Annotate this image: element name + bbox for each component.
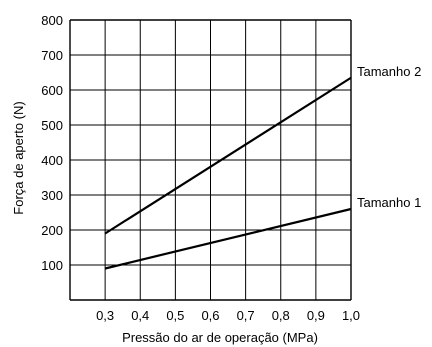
y-tick-label: 300 (41, 188, 63, 203)
y-tick-label: 800 (41, 13, 63, 28)
x-tick-labels: 0,3 0,4 0,5 0,6 0,7 0,8 0,9 1,0 (96, 308, 360, 323)
x-tick-label: 0,4 (131, 308, 149, 323)
x-tick-label: 0,5 (166, 308, 184, 323)
x-tick-label: 0,9 (307, 308, 325, 323)
series-labels: Tamanho 2 Tamanho 1 (357, 64, 421, 210)
series-label: Tamanho 1 (357, 195, 421, 210)
series-line-2 (104, 207, 352, 270)
y-tick-label: 100 (41, 258, 63, 273)
x-tick-label: 0,8 (272, 308, 290, 323)
y-tick-label: 500 (41, 118, 63, 133)
y-tick-label: 700 (41, 48, 63, 63)
grid (69, 19, 352, 301)
series-label: Tamanho 2 (357, 64, 421, 79)
y-tick-label: 200 (41, 223, 63, 238)
y-tick-labels: 100 200 300 400 500 600 700 800 (41, 13, 63, 273)
y-tick-label: 400 (41, 153, 63, 168)
y-tick-label: 600 (41, 83, 63, 98)
x-axis-label: Pressão do ar de operação (MPa) (122, 330, 318, 345)
series-lines (104, 76, 352, 270)
x-tick-label: 1,0 (342, 308, 360, 323)
series-line-1 (104, 76, 352, 235)
y-axis-label: Força de aperto (N) (11, 101, 26, 214)
x-tick-label: 0,7 (237, 308, 255, 323)
x-tick-label: 0,6 (201, 308, 219, 323)
x-tick-label: 0,3 (96, 308, 114, 323)
